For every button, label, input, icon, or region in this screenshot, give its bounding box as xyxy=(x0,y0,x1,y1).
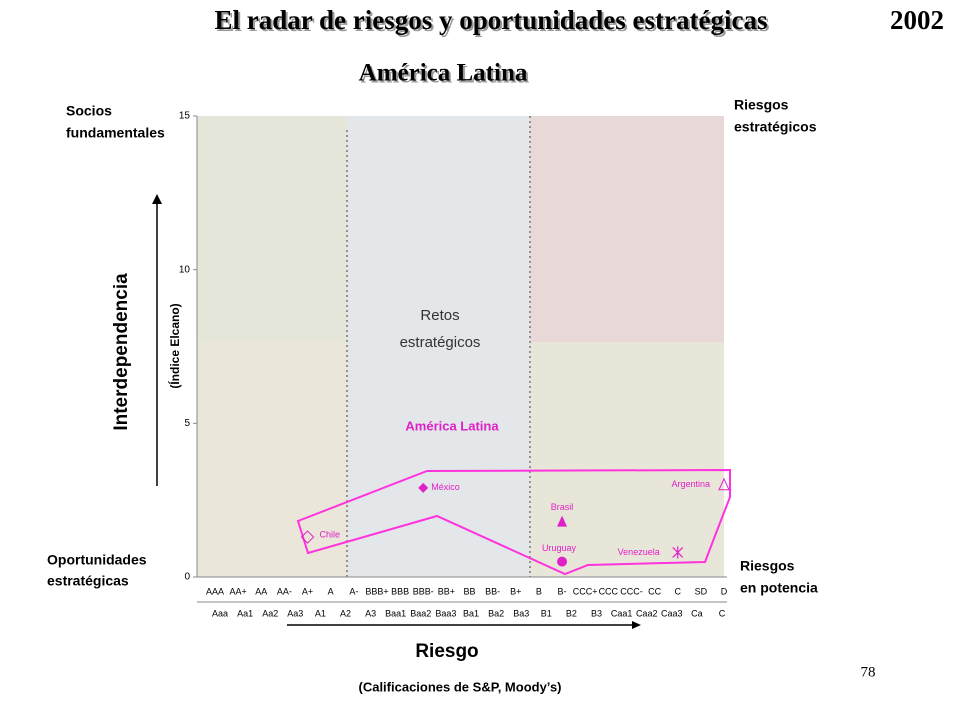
y-tick-label: 5 xyxy=(184,418,190,429)
title: El radar de riesgos y oportunidades estr… xyxy=(215,5,768,35)
x-tick-label: Aa1 xyxy=(237,608,253,618)
point xyxy=(718,477,730,491)
center-label: Retos xyxy=(420,307,459,324)
region-bg xyxy=(197,116,347,342)
y-tick-label: 0 xyxy=(184,572,190,583)
x-tick-label: Baa3 xyxy=(435,608,456,618)
region-bg xyxy=(530,342,724,577)
x-tick-label: A1 xyxy=(315,608,326,618)
quadrant-label: Riesgos xyxy=(734,97,789,113)
region-label: América Latina xyxy=(405,418,499,433)
x-tick-label: B2 xyxy=(566,608,577,618)
quadrant-label: Riesgos xyxy=(740,558,795,574)
x-tick-label: BB+ xyxy=(438,586,455,596)
x-tick-label: Baa2 xyxy=(410,608,431,618)
x-tick-label: AA- xyxy=(277,586,292,596)
quadrant-label: estratégicas xyxy=(47,573,129,589)
point xyxy=(557,515,568,527)
quadrant-label: fundamentales xyxy=(66,125,165,141)
x-tick-label: Caa3 xyxy=(661,608,683,618)
x-tick-label: Ba3 xyxy=(513,608,529,618)
subtitle: América Latina xyxy=(359,60,528,87)
point-label: Argentina xyxy=(671,479,710,489)
x-tick-label: B- xyxy=(558,586,567,596)
x-tick-label: Baa1 xyxy=(385,608,406,618)
x-tick-label: BBB xyxy=(391,586,409,596)
quadrant-label: Socios xyxy=(66,103,112,119)
y-tick-label: 10 xyxy=(179,264,191,275)
x-tick-label: CCC- xyxy=(620,586,643,596)
point-label: Venezuela xyxy=(618,547,660,557)
x-tick-label: BBB- xyxy=(413,586,434,596)
point xyxy=(557,556,568,567)
x-tick-label: A xyxy=(328,586,334,596)
x-tick-label: Ba2 xyxy=(488,608,504,618)
x-tick-label: Caa1 xyxy=(611,608,633,618)
region-bg xyxy=(197,342,347,577)
year: 2002 xyxy=(890,5,944,35)
y-label: Interdependencia xyxy=(111,273,132,431)
arrow-head xyxy=(632,621,641,629)
region-outline xyxy=(296,468,731,576)
page-number: 78 xyxy=(861,664,876,680)
x-tick-label: D xyxy=(721,586,728,596)
point-label: México xyxy=(431,482,460,492)
region-bg xyxy=(530,116,724,342)
x-tick-label: Aaa xyxy=(212,608,228,618)
point xyxy=(300,530,315,544)
point-label: Uruguay xyxy=(542,543,577,553)
title-shadow: El radar de riesgos y oportunidades estr… xyxy=(217,7,770,37)
x-tick-label: Ca xyxy=(691,608,703,618)
x-tick-label: CC xyxy=(648,586,661,596)
x-tick-label: AA xyxy=(255,586,267,596)
x-tick-label: C xyxy=(719,608,726,618)
x-tick-label: Aa2 xyxy=(262,608,278,618)
x-tick-label: Aa3 xyxy=(287,608,303,618)
quadrant-label: Oportunidades xyxy=(47,552,147,568)
x-tick-label: AAA xyxy=(206,586,224,596)
x-tick-label: A3 xyxy=(365,608,376,618)
subtitle-shadow: América Latina xyxy=(361,62,530,89)
point xyxy=(418,482,429,493)
x-sublabel: (Calificaciones de S&P, Moody’s) xyxy=(359,679,562,694)
x-tick-label: B1 xyxy=(541,608,552,618)
quadrant-label: en potencia xyxy=(740,580,818,596)
x-tick-label: Caa2 xyxy=(636,608,658,618)
center-label: estratégicos xyxy=(400,334,481,351)
region-bg xyxy=(347,116,530,577)
x-label: Riesgo xyxy=(415,641,478,662)
x-tick-label: Ba1 xyxy=(463,608,479,618)
x-tick-label: B xyxy=(536,586,542,596)
y-tick-label: 15 xyxy=(179,111,191,122)
x-tick-label: B3 xyxy=(591,608,602,618)
x-tick-label: A+ xyxy=(302,586,313,596)
arrow-head xyxy=(152,194,162,204)
x-tick-label: BBB+ xyxy=(365,586,388,596)
y-sublabel: (Índice Elcano) xyxy=(167,303,182,388)
x-tick-label: CCC xyxy=(599,586,619,596)
x-tick-label: BB- xyxy=(485,586,500,596)
x-tick-label: AA+ xyxy=(230,586,247,596)
x-tick-label: B+ xyxy=(510,586,521,596)
x-tick-label: SD xyxy=(695,586,708,596)
point-label: Chile xyxy=(320,529,341,539)
quadrant-label: estratégicos xyxy=(734,119,817,135)
x-tick-label: CCC+ xyxy=(573,586,598,596)
x-tick-label: C xyxy=(674,586,681,596)
point-label: Brasil xyxy=(551,502,574,512)
x-tick-label: A- xyxy=(349,586,358,596)
point xyxy=(672,546,684,559)
x-tick-label: BB xyxy=(463,586,475,596)
x-tick-label: A2 xyxy=(340,608,351,618)
